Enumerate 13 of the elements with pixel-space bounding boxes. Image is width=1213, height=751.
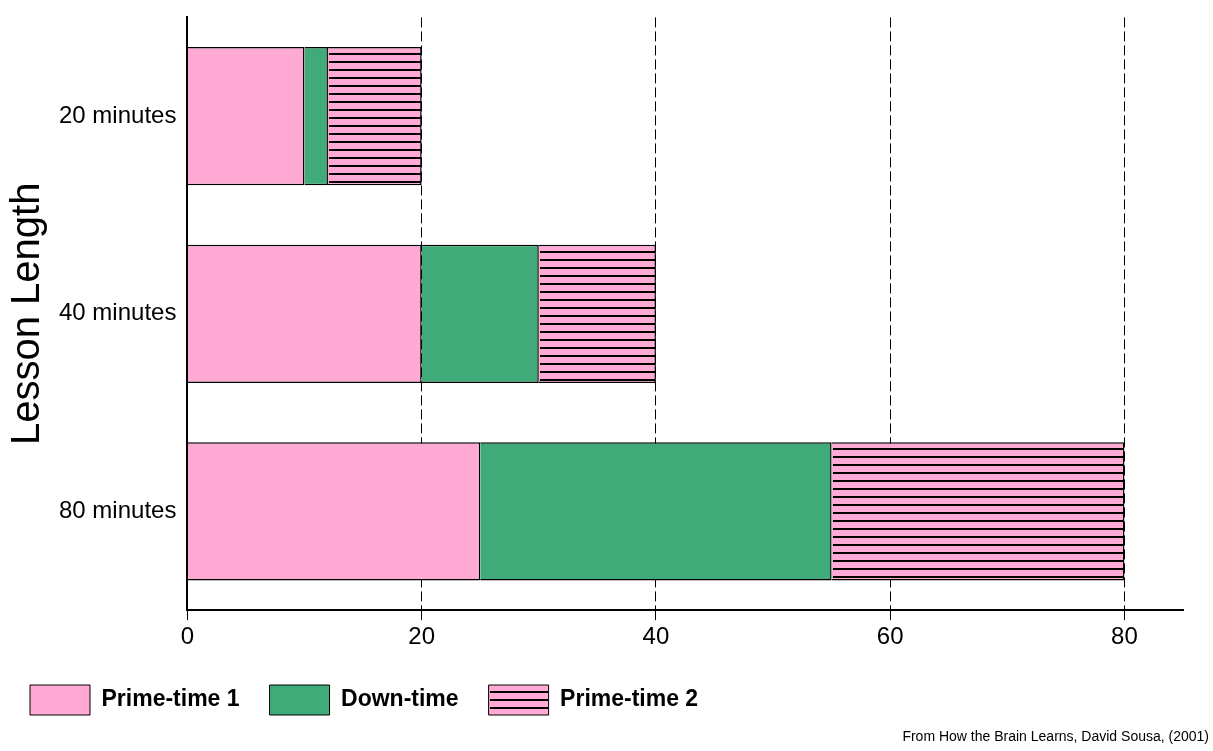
x-tick-label: 20: [408, 622, 436, 650]
x-tick-label: 40: [642, 622, 670, 650]
text: From How the Brain Learns, David Sousa, (2001): [902, 728, 1209, 744]
legend-label: Prime-time 1: [101, 685, 240, 712]
y-tick-label: 40 minutes: [58, 298, 177, 326]
y-tick-label: 80 minutes: [58, 496, 177, 524]
y-axis-title: Lesson Length: [3, 182, 48, 446]
y-tick-label: 20 minutes: [58, 100, 177, 128]
x-tick-label: 60: [876, 622, 904, 650]
legend-label: Prime-time 2: [560, 685, 699, 712]
x-tick-label: 80: [1111, 622, 1138, 650]
x-tick-label: 0: [180, 622, 195, 650]
legend-label: Down-time: [341, 685, 459, 712]
